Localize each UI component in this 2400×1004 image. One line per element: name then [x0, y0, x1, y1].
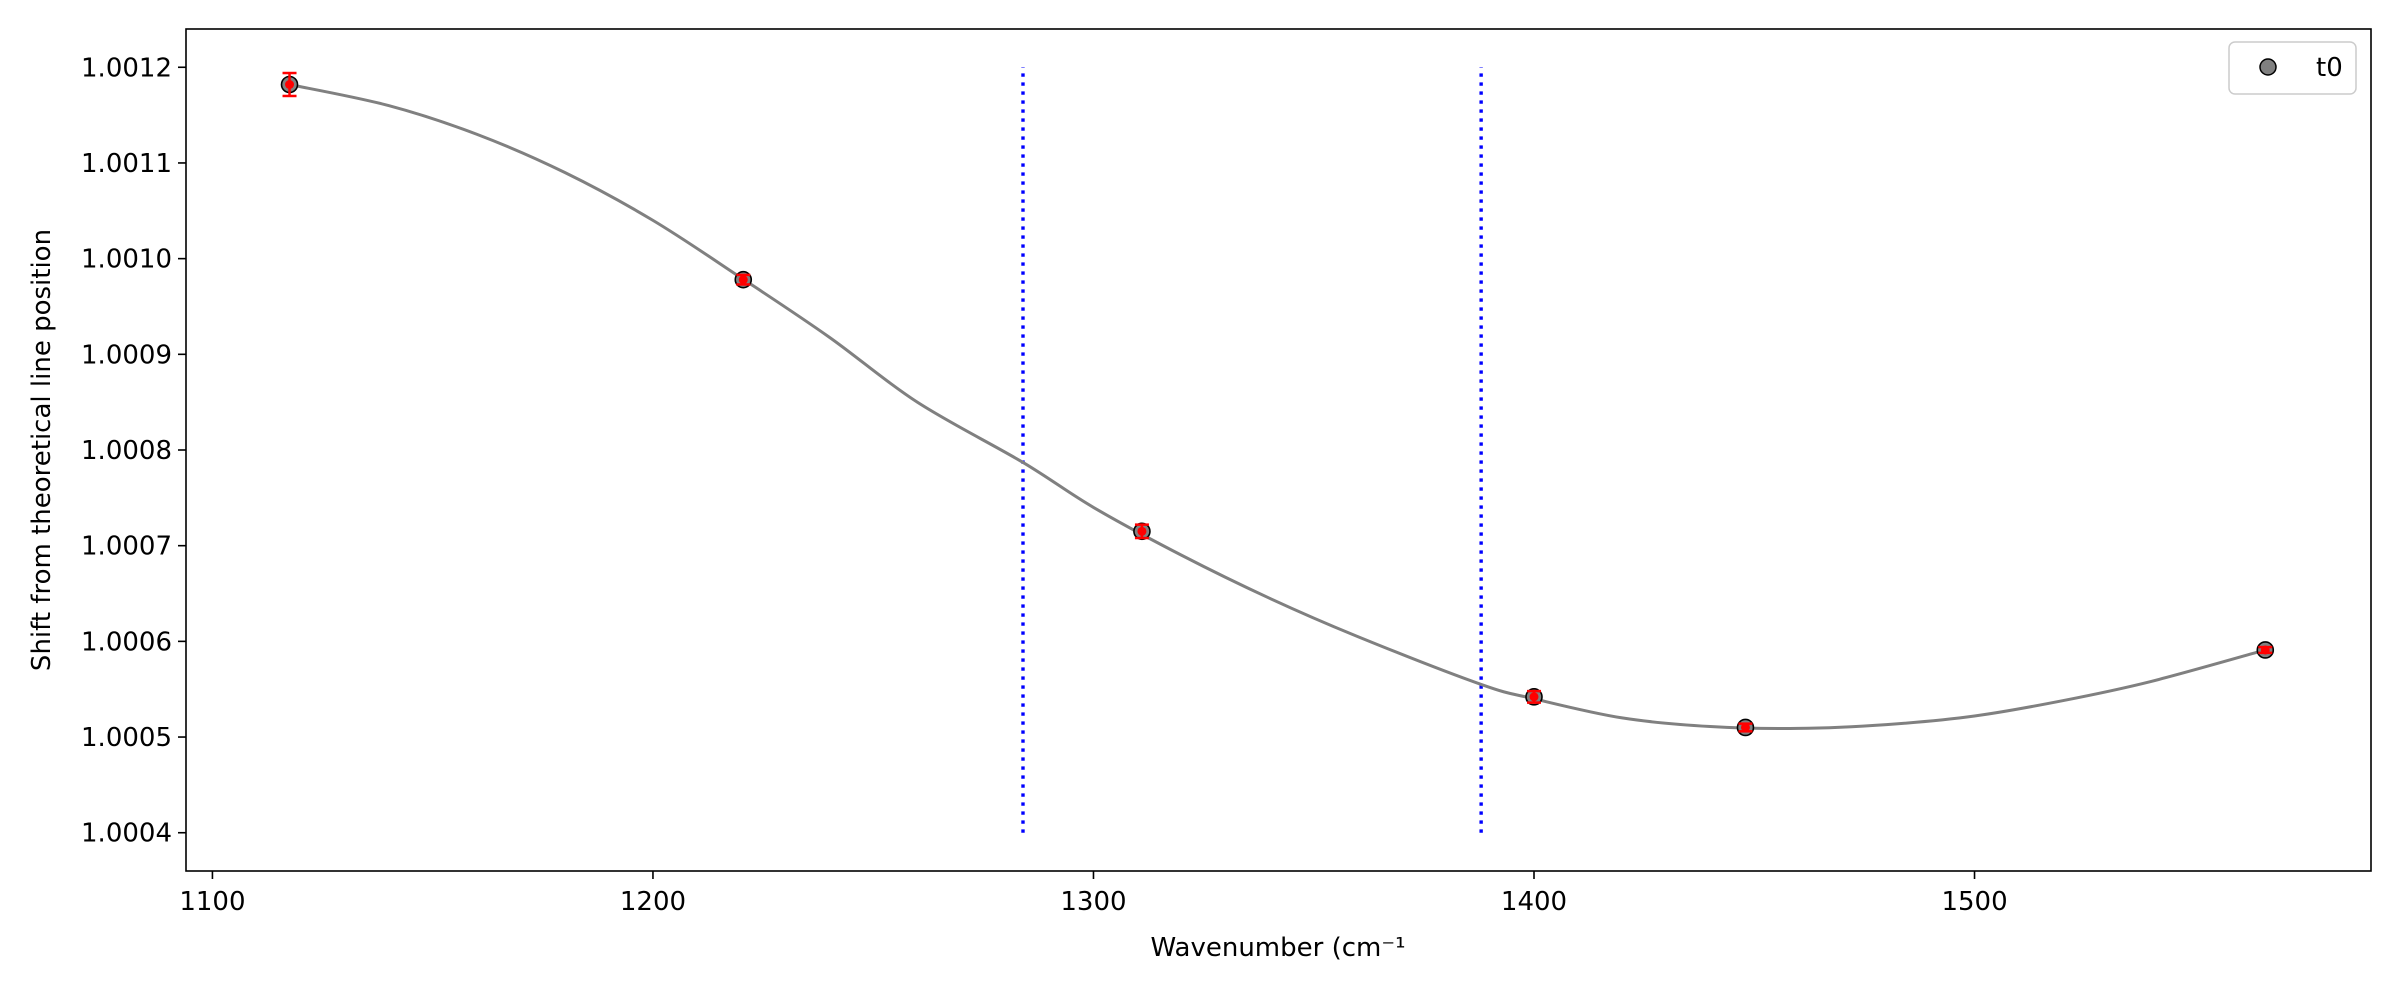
data-point	[1133, 522, 1151, 541]
data-point	[280, 71, 299, 98]
y-tick-label: 1.0012	[81, 53, 172, 83]
data-point	[1736, 718, 1755, 737]
y-axis-ticks: 1.0004 1.0005 1.0006 1.0007 1.0008 1.0009 1.00…	[81, 53, 186, 849]
legend-marker	[2259, 58, 2277, 76]
plot-area	[186, 29, 2371, 871]
data-point	[1525, 688, 1543, 706]
fit-curve	[289, 83, 2266, 731]
point-center	[1740, 722, 1750, 732]
y-tick-label: 1.0007	[81, 532, 172, 562]
y-tick-label: 1.0008	[81, 436, 172, 466]
legend-label-t0: t0	[2316, 53, 2343, 83]
point-center	[285, 79, 295, 89]
x-tick-label: 1400	[1501, 887, 1567, 917]
point-center	[1137, 526, 1147, 536]
point-center	[1529, 692, 1539, 702]
y-tick-label: 1.0011	[81, 149, 172, 179]
x-tick-label: 1300	[1060, 887, 1126, 917]
x-axis-ticks: 1100 1200 1300 1400 1500	[179, 871, 2008, 917]
x-tick-label: 1100	[179, 887, 245, 917]
y-tick-label: 1.0006	[81, 627, 172, 657]
data-point	[2256, 641, 2275, 659]
point-center	[2260, 645, 2270, 655]
y-axis-label: Shift from theoretical line position	[27, 229, 57, 671]
point-center	[738, 275, 748, 285]
data-point	[734, 270, 753, 289]
y-tick-label: 1.0009	[81, 340, 172, 370]
y-tick-label: 1.0005	[81, 723, 172, 753]
fit-curve-layer	[289, 83, 2266, 731]
x-tick-label: 1200	[620, 887, 686, 917]
data-points-layer	[280, 71, 2275, 737]
y-tick-label: 1.0010	[81, 245, 172, 275]
legend: t0	[2228, 41, 2357, 95]
x-tick-label: 1500	[1941, 887, 2007, 917]
x-axis-label: Wavenumber (cm⁻¹	[1150, 933, 1405, 963]
reference-lines	[1021, 67, 1483, 833]
y-tick-label: 1.0004	[81, 819, 172, 849]
legend-box	[2228, 41, 2357, 95]
